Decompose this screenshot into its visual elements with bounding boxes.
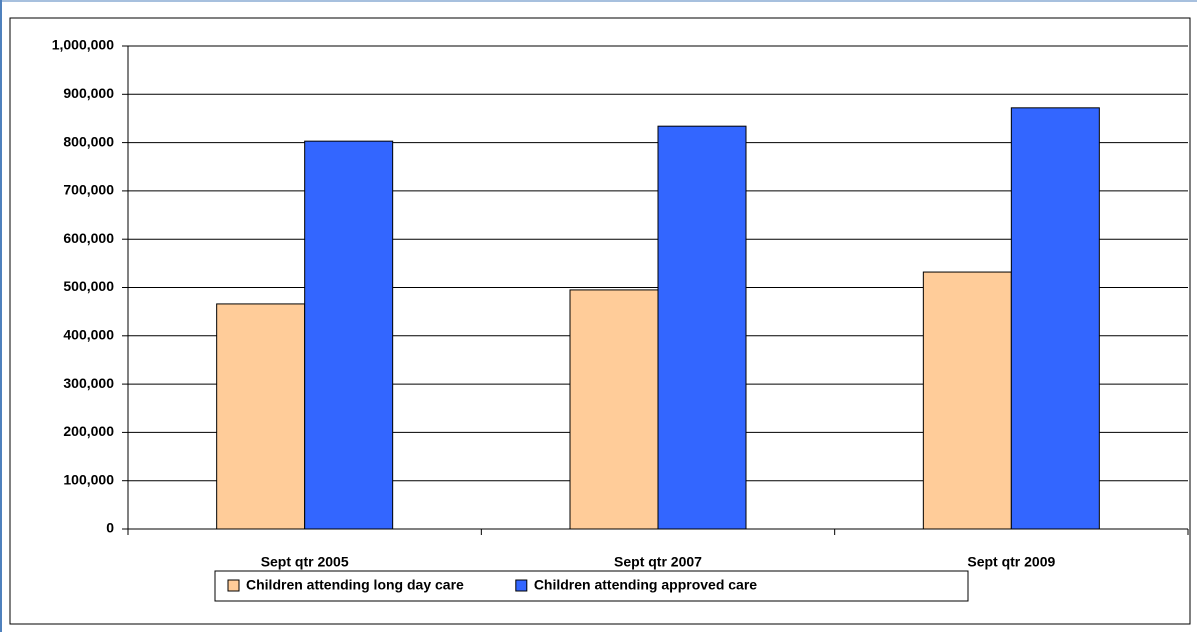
legend-label: Children attending approved care bbox=[534, 577, 757, 593]
y-tick-label: 500,000 bbox=[63, 278, 114, 294]
y-tick-label: 400,000 bbox=[63, 327, 114, 343]
bar bbox=[1010, 107, 1100, 530]
y-tick-label: 700,000 bbox=[63, 182, 114, 198]
bar bbox=[569, 289, 659, 530]
y-tick-label: 600,000 bbox=[63, 230, 114, 246]
y-tick-label: 100,000 bbox=[63, 471, 114, 487]
bar bbox=[657, 125, 747, 530]
legend-swatch bbox=[227, 579, 240, 592]
y-tick-label: 200,000 bbox=[63, 423, 114, 439]
bar bbox=[922, 271, 1012, 530]
bar bbox=[216, 303, 306, 530]
y-tick-label: 0 bbox=[106, 520, 114, 536]
y-tick-label: 900,000 bbox=[63, 85, 114, 101]
y-tick-label: 800,000 bbox=[63, 133, 114, 149]
x-tick-label: Sept qtr 2007 bbox=[614, 554, 702, 570]
x-tick-label: Sept qtr 2005 bbox=[261, 554, 349, 570]
legend-swatch bbox=[515, 579, 528, 592]
y-tick-label: 300,000 bbox=[63, 375, 114, 391]
legend-box bbox=[214, 570, 969, 602]
y-tick-label: 1,000,000 bbox=[52, 37, 114, 53]
legend-label: Children attending long day care bbox=[246, 577, 464, 593]
x-tick-label: Sept qtr 2009 bbox=[967, 554, 1055, 570]
bar bbox=[304, 140, 394, 530]
